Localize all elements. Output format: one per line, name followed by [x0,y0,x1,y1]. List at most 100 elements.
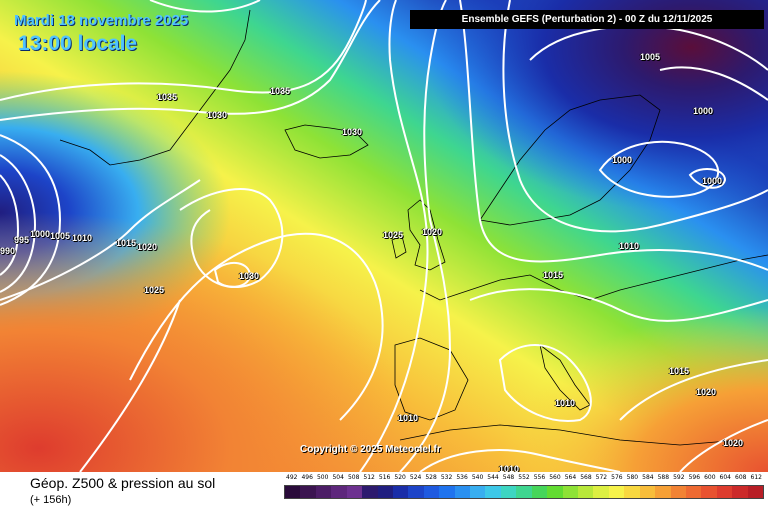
isobar-label: 1000 [30,229,51,239]
isobar [359,0,429,472]
color-scale-swatch [362,486,378,498]
isobar-label: 1010 [398,413,419,423]
color-scale-swatch [392,486,409,498]
isobar [688,168,727,189]
color-scale-swatch [377,486,393,498]
color-scale-swatch [500,486,517,498]
color-scale-swatch [639,486,656,498]
isobar-label: 1015 [116,238,137,248]
color-scale-label: 492 [286,474,298,481]
color-scale-bar [284,485,764,499]
isobars [0,0,768,472]
north-africa-coast [399,424,741,446]
isobar-label: 1030 [207,110,228,120]
color-scale-label: 560 [549,474,561,481]
isobar-label: 1025 [144,285,165,295]
color-scale-swatch [655,486,671,498]
color-scale-swatch [408,486,424,498]
color-scale-label: 600 [704,474,716,481]
color-scale-swatch [562,486,579,498]
scandinavia-coast [479,94,661,226]
isobar-label: 1010 [72,233,93,243]
color-scale-label: 552 [518,474,530,481]
isobar [529,25,768,71]
color-scale-label: 544 [487,474,499,481]
isobar-label: 1015 [543,270,564,280]
color-scale-label: 500 [316,474,329,481]
isobar-label: 1020 [422,227,443,237]
isobar-label: 1005 [640,52,661,62]
color-scale-label: 516 [378,474,391,481]
color-scale-label: 504 [332,474,344,481]
color-scale-swatch [670,486,686,498]
iberia-coast [394,337,469,421]
color-scale-swatch [608,486,625,498]
isobar [399,0,452,472]
color-scale-swatch [439,486,455,498]
iceland-coast [284,124,369,159]
color-scale-swatch [624,486,640,498]
color-scale-swatch [470,486,486,498]
isobar-label: 1000 [612,155,633,165]
isobar [0,179,201,301]
greenland-coast [59,9,251,166]
isobar-label: 1010 [499,464,520,472]
legend-panel: Géop. Z500 & pression au sol (+ 156h) 49… [0,472,768,512]
isobar [149,0,261,13]
color-scale-swatch [285,486,301,498]
color-scale-label: 568 [580,474,592,481]
italy-coast [539,344,591,411]
isobar [659,66,768,101]
isobar [129,232,384,421]
isobar [79,299,181,472]
color-scale-label: 496 [301,474,313,481]
isobar [419,449,621,472]
color-scale-swatch [547,486,563,498]
color-scale-swatch [315,486,332,498]
isobar-label: 995 [14,235,30,245]
color-scale-label: 564 [564,474,577,481]
field-warm-southeast [0,0,768,472]
color-scale-label: 596 [688,474,701,481]
isobar [502,0,768,233]
color-scale-swatch [732,486,748,498]
isobar-label: 1005 [50,231,71,241]
color-scale-swatch [516,486,532,498]
weather-map: Mardi 18 novembre 2025 13:00 locale Ense… [0,0,768,472]
valid-date: Mardi 18 novembre 2025 [14,12,189,29]
color-scale-label: 528 [425,474,437,481]
color-scale-label: 576 [611,474,623,481]
coastlines [59,9,768,446]
isobar [213,261,252,288]
isobar-label: 1010 [555,398,576,408]
isobar-label: 1025 [383,230,404,240]
color-scale-label: 556 [533,474,546,481]
isobar [0,174,20,276]
model-run-banner: Ensemble GEFS (Perturbation 2) - 00 Z du… [410,10,764,29]
color-scale-swatch [300,486,316,498]
color-scale-swatch [685,486,702,498]
isobar [619,359,768,421]
color-scale-swatch [331,486,347,498]
isobar [179,188,284,289]
color-scale-label: 540 [471,474,484,481]
isobar-label: 990 [0,246,16,256]
copyright-notice: Copyright © 2025 Meteociel.fr [300,444,441,455]
isobar-label: 1010 [619,241,640,251]
isobar [498,344,592,422]
color-scale-label: 512 [363,474,375,481]
color-scale-label: 536 [456,474,468,481]
color-scale-swatch [485,486,501,498]
color-scale-swatch [578,486,594,498]
color-scale-label: 532 [440,474,453,481]
isobar-label: 1035 [270,86,291,96]
isobar-label: 1015 [669,366,690,376]
isobar [0,134,62,306]
color-scale-swatch [593,486,609,498]
color-scale-swatch [346,486,363,498]
map-canvas [0,0,768,472]
field-title: Géop. Z500 & pression au sol [30,475,216,491]
color-scale-label: 524 [409,474,422,481]
isobar-label: 1020 [723,438,744,448]
isobar [0,0,367,101]
